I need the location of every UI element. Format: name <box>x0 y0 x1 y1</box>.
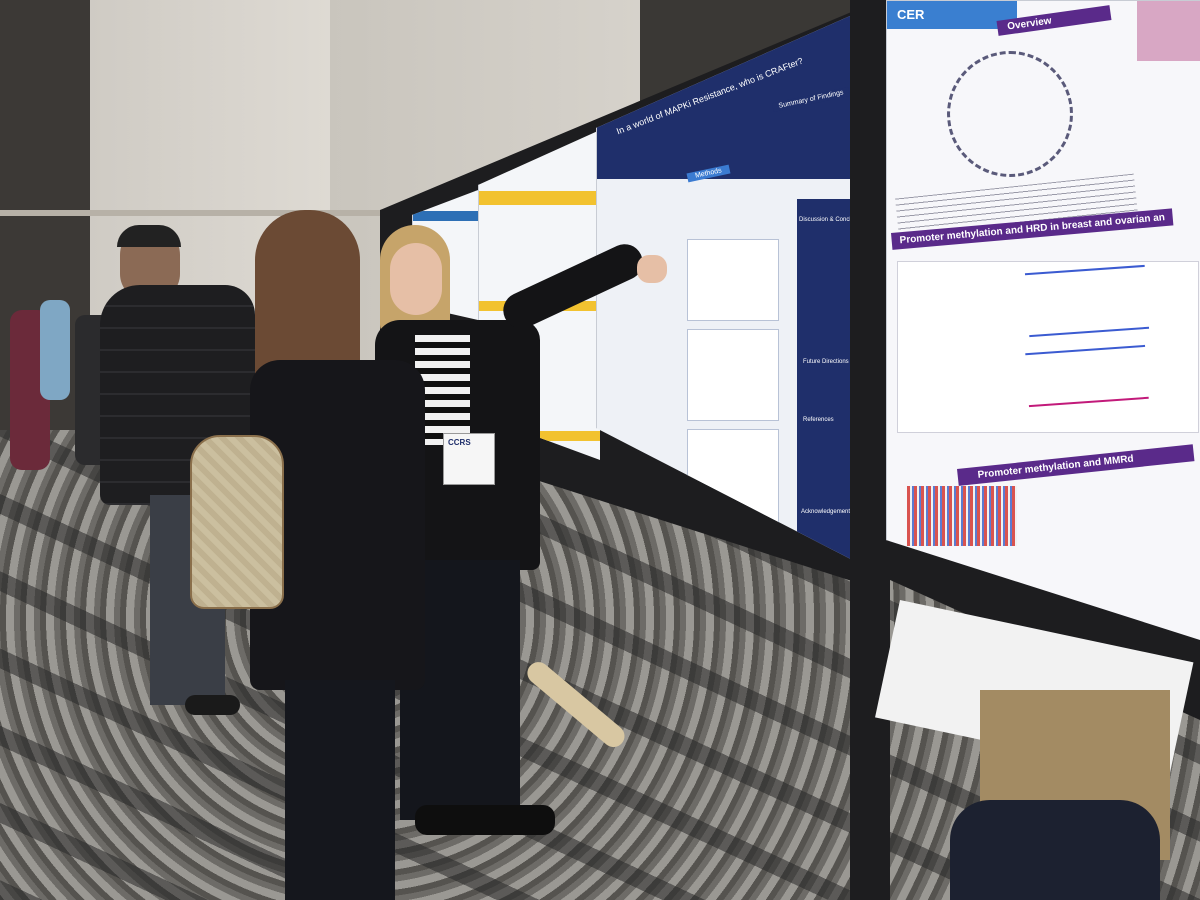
backpack <box>190 435 284 609</box>
board-post <box>850 0 890 900</box>
conference-badge: CCRS <box>443 433 495 485</box>
shoes <box>185 695 240 715</box>
figure-panel <box>687 239 779 321</box>
badge-label: CCRS <box>448 438 471 447</box>
section-references: References <box>803 417 834 423</box>
section-mmr: Promoter methylation and MMRd <box>957 444 1195 486</box>
pointing-arm <box>497 238 649 335</box>
dark-bag <box>950 800 1160 900</box>
section-acknowledgements: Acknowledgements <box>801 509 854 515</box>
section-future: Future Directions <box>803 359 849 365</box>
visitor-woman <box>190 210 430 900</box>
hrd-plot-panel <box>897 261 1199 433</box>
overview-cycle-diagram <box>947 51 1073 177</box>
face <box>390 243 442 315</box>
section-discussion: Discussion & Conclusion <box>799 217 866 223</box>
brand-logo: CER <box>897 7 925 22</box>
dark-trousers <box>285 680 395 900</box>
loafers <box>415 805 555 835</box>
poster-right-main: CER Overview Promoter methylation and HR… <box>886 0 1200 640</box>
hand <box>637 255 667 283</box>
methylation-heatmap <box>907 486 1017 546</box>
figure-panel <box>687 329 779 421</box>
person-bottom-right <box>950 690 1200 900</box>
